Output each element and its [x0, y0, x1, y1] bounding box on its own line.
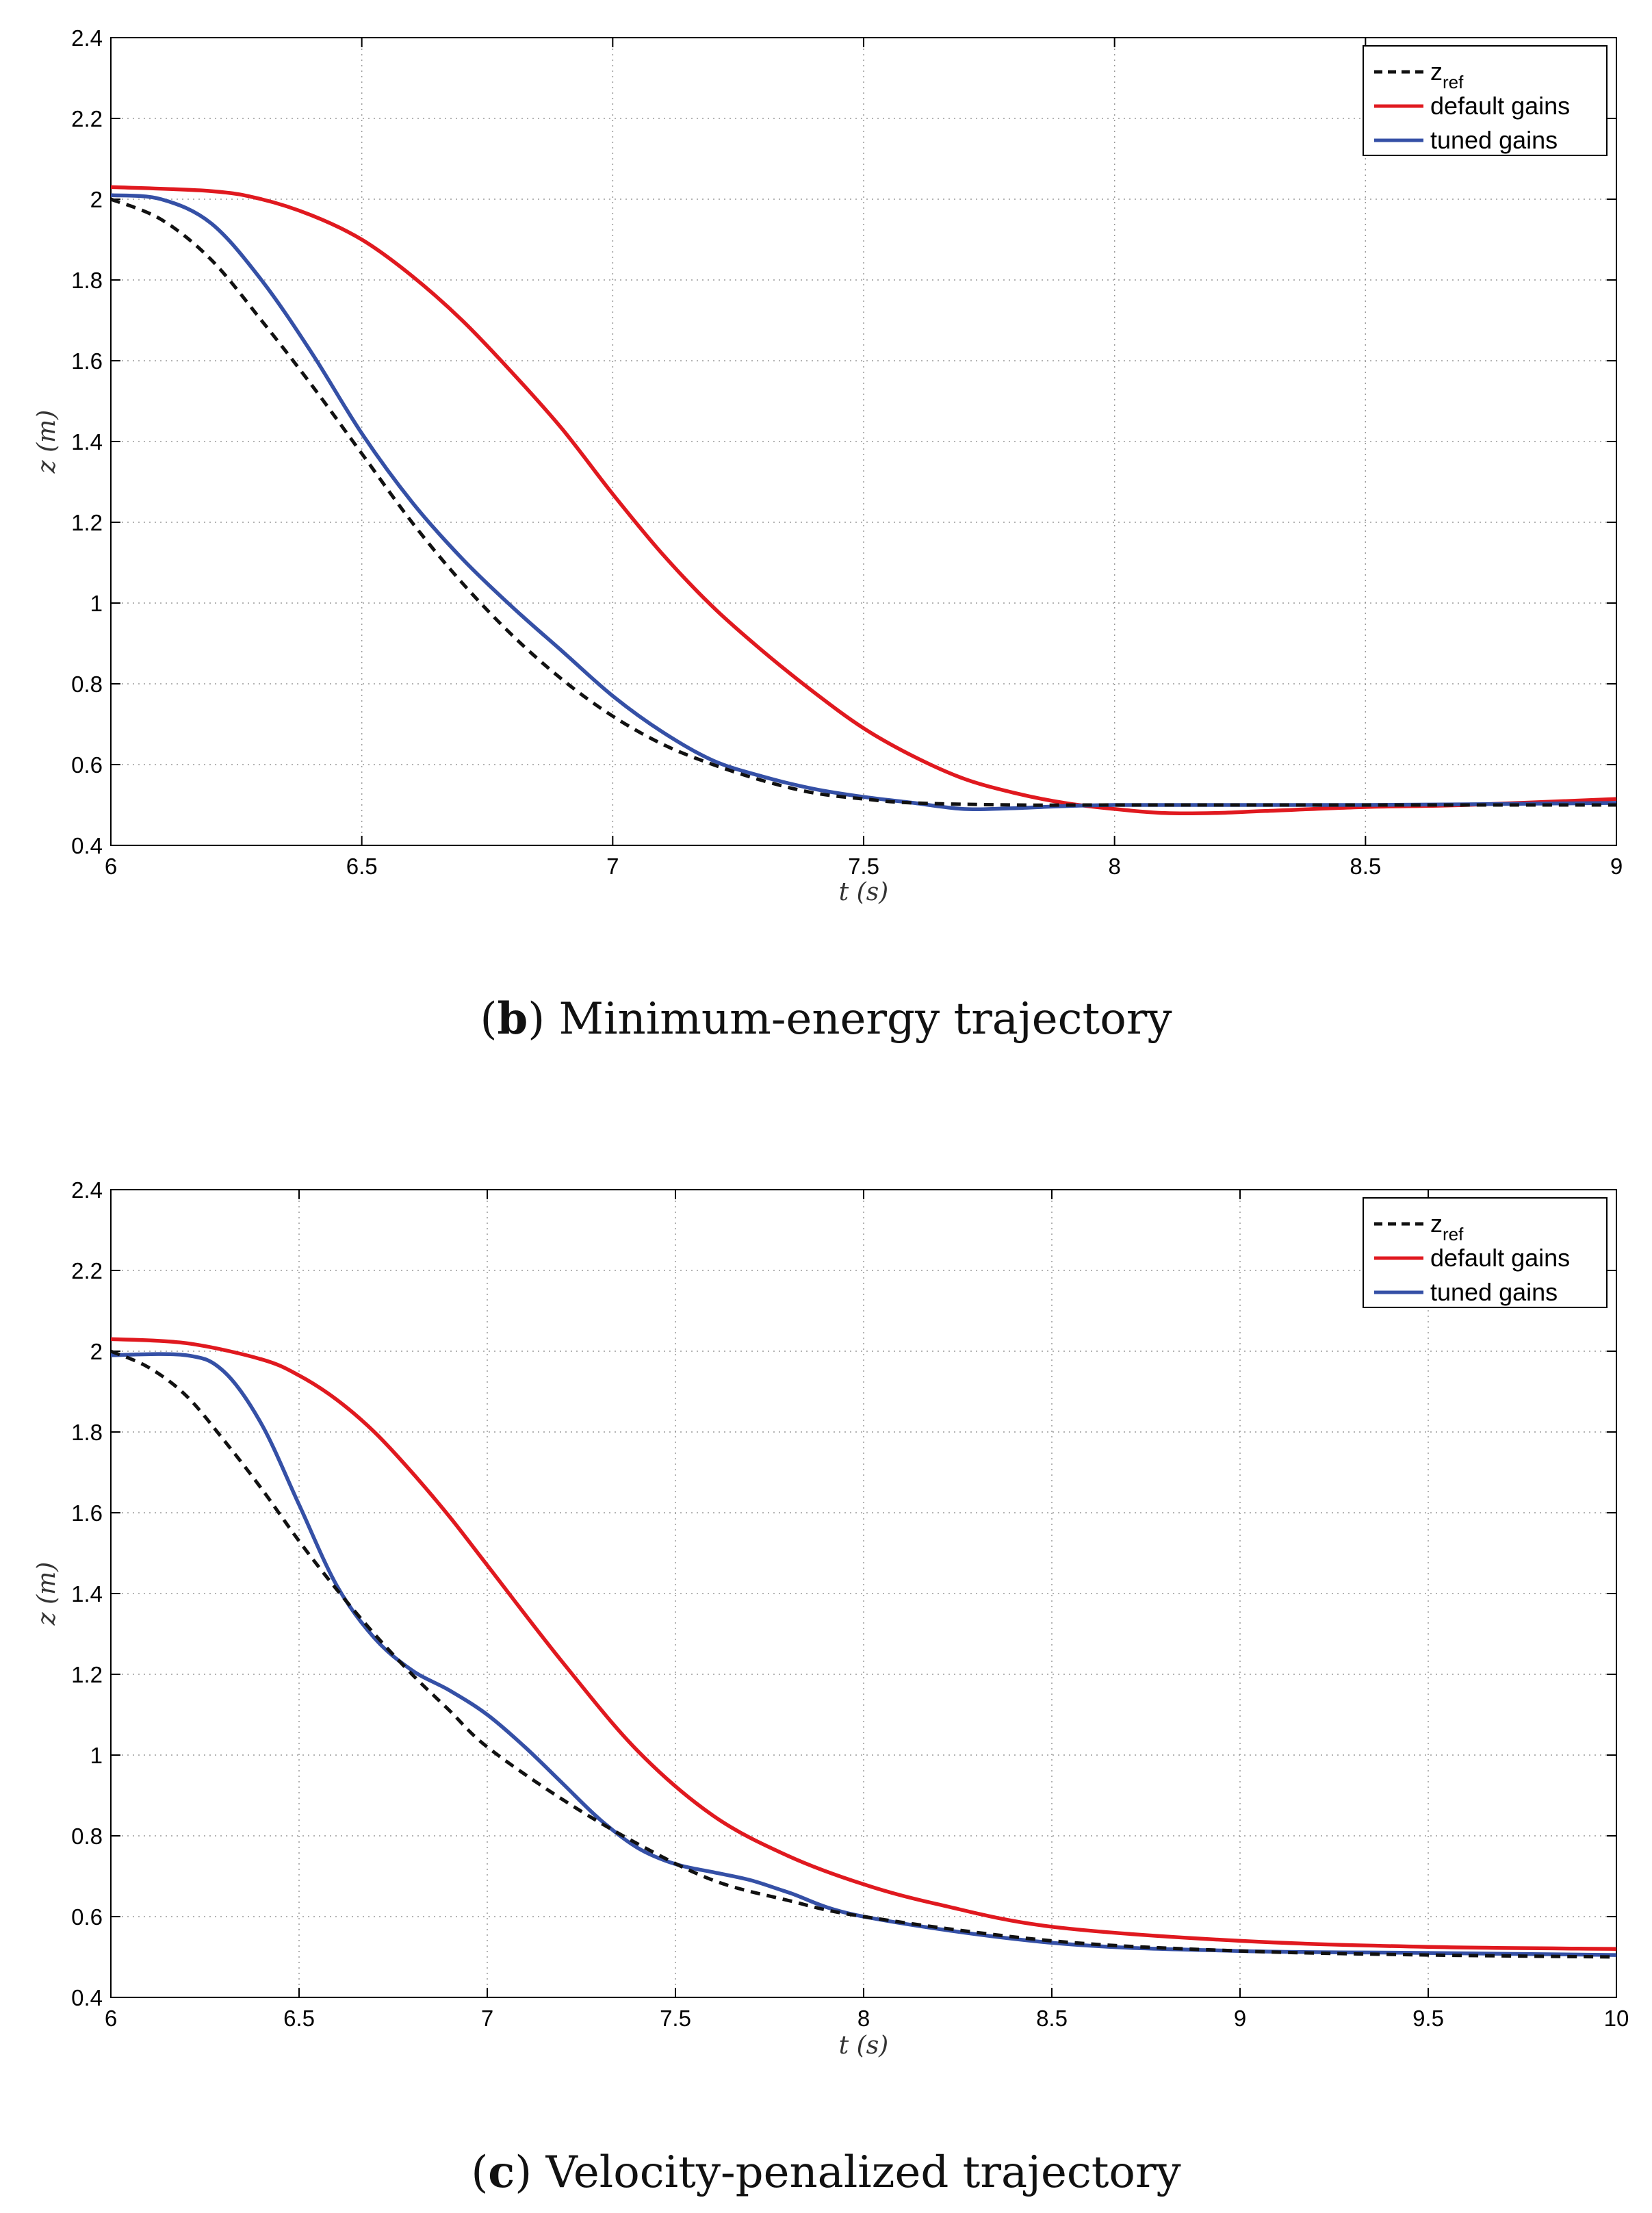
panel-c-grid	[111, 1190, 1616, 1997]
panel-c-series	[110, 1337, 1617, 1959]
panel-b-legend-label-tuned-gains: tuned gains	[1430, 126, 1558, 154]
panel-c-x-tick-label: 10	[1604, 2006, 1629, 2031]
panel-c-y-tick-label: 0.6	[71, 1904, 103, 1930]
panel-b-y-tick-label: 0.4	[71, 833, 103, 858]
panel-c-y-tick-label: 1.6	[71, 1500, 103, 1526]
panel-c-legend-label-default-gains: default gains	[1430, 1244, 1570, 1272]
panel-c-y-tick-label: 2.4	[71, 1177, 103, 1203]
panel-c-y-ticks: 0.4 0.6 0.8 1 1.2 1.4 1.6 1.8 2 2.2 2.4	[71, 1177, 1616, 2010]
panel-b-y-tick-label: 1	[90, 591, 103, 616]
panel-b-x-tick-label: 8	[1108, 854, 1120, 879]
panel-b-x-tick-label: 6	[105, 854, 117, 879]
panel-b-x-axis-label: t (s)	[839, 878, 888, 906]
panel-b-series-default-gains-line	[110, 185, 1617, 816]
panel-b-x-tick-label: 7	[606, 854, 619, 879]
panel-c-caption: (c) Velocity-penalized trajectory	[471, 2147, 1180, 2198]
panel-c-series-zref-line	[110, 1349, 1617, 1959]
panel-c-y-tick-label: 1.8	[71, 1420, 103, 1445]
panel-c-series-tuned-gains-line	[110, 1352, 1617, 1957]
panel-c-x-tick-label: 7	[481, 2006, 493, 2031]
panel-c-x-tick-label: 6.5	[283, 2006, 315, 2031]
panel-b-y-tick-label: 1.8	[71, 268, 103, 293]
panel-b-series-zref-line	[110, 197, 1616, 807]
panel-c-y-tick-label: 0.8	[71, 1824, 103, 1849]
panel-c-x-tick-label: 7.5	[660, 2006, 691, 2031]
panel-c-legend-label-tuned-gains: tuned gains	[1430, 1278, 1558, 1306]
panel-c-y-tick-label: 2.2	[71, 1258, 103, 1283]
panel-b-caption-text: Minimum-energy trajectory	[559, 994, 1172, 1045]
panel-b-x-tick-label: 7.5	[848, 854, 879, 879]
panel-b-grid	[111, 38, 1616, 845]
panel-c-y-tick-label: 1	[90, 1743, 103, 1768]
panel-c-x-ticks: 6 6.5 7 7.5 8 8.5 9 9.5 10	[105, 1190, 1629, 2031]
panel-b-y-ticks: 0.4 0.6 0.8 1 1.2 1.4 1.6 1.8 2 2.2 2.4	[71, 25, 1616, 858]
panel-b-legend-box	[1363, 45, 1608, 156]
panel-b-y-tick-label: 2.2	[71, 106, 103, 131]
panel-b-y-tick-label: 0.8	[71, 671, 103, 697]
panel-b-y-tick-label: 1.4	[71, 429, 103, 455]
panel-c-series-default-gains-line	[110, 1337, 1617, 1951]
panel-c-y-tick-label: 1.4	[71, 1581, 103, 1607]
panel-b-series	[110, 185, 1617, 816]
panel-c-y-tick-label: 2	[90, 1339, 103, 1364]
panel-b-caption: (b) Minimum-energy trajectory	[480, 993, 1172, 1045]
panel-c-legend-label-zref: zref	[1430, 1210, 1464, 1244]
panel-b-legend-label-zref: zref	[1430, 57, 1464, 92]
panel-b-y-tick-label: 2	[90, 187, 103, 212]
panel-c-legend-box	[1363, 1197, 1608, 1308]
panel-c-x-tick-label: 6	[105, 2006, 117, 2031]
panel-b-y-tick-label: 1.2	[71, 510, 103, 535]
panel-c-y-tick-label: 0.4	[71, 1985, 103, 2010]
panel-b-x-tick-label: 8.5	[1350, 854, 1381, 879]
panel-c-x-tick-label: 8	[857, 2006, 870, 2031]
panel-b-y-axis-label: z (m)	[33, 410, 61, 474]
panel-c-caption-letter: c	[488, 2147, 515, 2198]
panel-c-x-axis-label: t (s)	[839, 2032, 888, 2060]
panel-c: 6 6.5 7 7.5 8 8.5 9 9.5 10 0.4 0.6 0.8 1 1.2 1.4 1.6 1.…	[33, 1177, 1629, 2198]
panel-b-legend-label-default-gains: default gains	[1430, 92, 1570, 120]
panel-c-x-tick-label: 9.5	[1412, 2006, 1444, 2031]
panel-b-y-tick-label: 0.6	[71, 752, 103, 778]
panel-b-x-tick-label: 9	[1610, 854, 1623, 879]
panel-c-x-tick-label: 9	[1234, 2006, 1246, 2031]
panel-c-y-axis-label: z (m)	[33, 1562, 61, 1626]
panel-b: 6 6.5 7 7.5 8 8.5 9 0.4 0.6 0.8 1 1.2 1.4 1.6 1.8 2 2.2…	[33, 25, 1623, 1045]
panel-b-x-ticks: 6 6.5 7 7.5 8 8.5 9	[105, 38, 1623, 879]
panel-c-x-tick-label: 8.5	[1036, 2006, 1068, 2031]
panel-b-caption-letter: b	[497, 993, 528, 1045]
panel-c-y-tick-label: 1.2	[71, 1662, 103, 1687]
panel-b-x-tick-label: 6.5	[346, 854, 378, 879]
panel-c-caption-text: Velocity-penalized trajectory	[545, 2147, 1181, 2198]
panel-b-y-tick-label: 2.4	[71, 25, 103, 51]
panel-b-y-tick-label: 1.6	[71, 348, 103, 374]
